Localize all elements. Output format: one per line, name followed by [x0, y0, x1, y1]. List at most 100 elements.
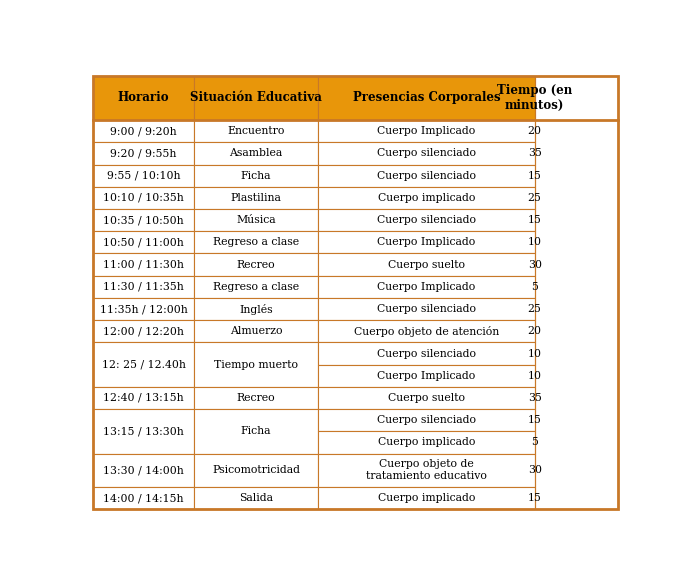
Bar — [194, 187, 318, 209]
Bar — [318, 453, 534, 487]
Bar — [318, 387, 534, 409]
Text: Cuerpo silenciado: Cuerpo silenciado — [377, 304, 476, 314]
Text: Cuerpo suelto: Cuerpo suelto — [388, 259, 465, 270]
Text: 9:20 / 9:55h: 9:20 / 9:55h — [110, 148, 177, 159]
Bar — [93, 187, 194, 209]
Bar — [93, 342, 194, 387]
Text: 11:35h / 12:00h: 11:35h / 12:00h — [100, 304, 187, 314]
Text: 15: 15 — [527, 171, 541, 181]
Bar — [194, 164, 318, 187]
Text: Cuerpo suelto: Cuerpo suelto — [388, 393, 465, 403]
Text: 20: 20 — [527, 126, 542, 136]
Text: Psicomotricidad: Psicomotricidad — [212, 466, 300, 475]
Bar — [93, 254, 194, 276]
Text: Ficha: Ficha — [241, 171, 271, 181]
Bar — [93, 409, 194, 453]
Text: 11:00 / 11:30h: 11:00 / 11:30h — [103, 259, 184, 270]
Text: Cuerpo silenciado: Cuerpo silenciado — [377, 171, 476, 181]
Text: Cuerpo silenciado: Cuerpo silenciado — [377, 349, 476, 358]
Bar — [93, 209, 194, 231]
Bar — [318, 231, 534, 254]
Text: Recreo: Recreo — [237, 259, 276, 270]
Text: 5: 5 — [531, 282, 538, 292]
Text: Regreso a clase: Regreso a clase — [213, 282, 299, 292]
Text: Cuerpo silenciado: Cuerpo silenciado — [377, 215, 476, 225]
Text: Cuerpo implicado: Cuerpo implicado — [378, 493, 475, 503]
Text: Tiempo (en
minutos): Tiempo (en minutos) — [497, 84, 573, 112]
Bar — [194, 254, 318, 276]
Text: 15: 15 — [527, 493, 541, 503]
Text: Plastilina: Plastilina — [230, 193, 282, 203]
Text: Recreo: Recreo — [237, 393, 276, 403]
Text: 35: 35 — [527, 393, 541, 403]
Text: 14:00 / 14:15h: 14:00 / 14:15h — [103, 493, 184, 503]
Text: Cuerpo implicado: Cuerpo implicado — [378, 438, 475, 448]
Bar — [93, 164, 194, 187]
Text: Cuerpo implicado: Cuerpo implicado — [378, 193, 475, 203]
Text: Música: Música — [236, 215, 276, 225]
Text: Cuerpo Implicado: Cuerpo Implicado — [378, 237, 475, 247]
Text: 15: 15 — [527, 415, 541, 425]
Bar — [93, 142, 194, 164]
Text: 10: 10 — [527, 237, 542, 247]
Text: Inglés: Inglés — [239, 303, 273, 314]
Text: 15: 15 — [527, 215, 541, 225]
Bar — [318, 254, 534, 276]
Bar — [93, 76, 194, 120]
Text: 12:00 / 12:20h: 12:00 / 12:20h — [103, 327, 184, 336]
Bar — [194, 231, 318, 254]
Bar — [318, 298, 534, 320]
Text: Situación Educativa: Situación Educativa — [190, 91, 322, 104]
Text: Encuentro: Encuentro — [228, 126, 285, 136]
Text: 13:30 / 14:00h: 13:30 / 14:00h — [103, 466, 184, 475]
Text: Ficha: Ficha — [241, 426, 271, 437]
Text: Salida: Salida — [239, 493, 273, 503]
Bar — [93, 298, 194, 320]
Text: 25: 25 — [527, 304, 541, 314]
Text: 9:55 / 10:10h: 9:55 / 10:10h — [107, 171, 180, 181]
Text: 30: 30 — [527, 259, 542, 270]
Bar — [194, 320, 318, 342]
Bar — [93, 487, 194, 509]
Bar — [194, 487, 318, 509]
Bar — [194, 120, 318, 142]
Bar — [93, 320, 194, 342]
Text: 11:30 / 11:35h: 11:30 / 11:35h — [103, 282, 184, 292]
Bar — [194, 409, 318, 453]
Bar — [318, 142, 534, 164]
Text: Presencias Corporales: Presencias Corporales — [353, 91, 500, 104]
Bar — [93, 120, 194, 142]
Text: Cuerpo Implicado: Cuerpo Implicado — [378, 126, 475, 136]
Bar — [194, 76, 318, 120]
Text: Asamblea: Asamblea — [230, 148, 282, 159]
Bar — [194, 276, 318, 298]
Bar — [93, 453, 194, 487]
Text: 30: 30 — [527, 466, 542, 475]
Bar — [318, 276, 534, 298]
Bar — [318, 164, 534, 187]
Text: Tiempo muerto: Tiempo muerto — [214, 360, 298, 369]
Text: Cuerpo objeto de
tratamiento educativo: Cuerpo objeto de tratamiento educativo — [366, 460, 487, 481]
Text: 12: 25 / 12.40h: 12: 25 / 12.40h — [101, 360, 185, 369]
Bar — [318, 487, 534, 509]
Text: Cuerpo Implicado: Cuerpo Implicado — [378, 282, 475, 292]
Text: 35: 35 — [527, 148, 541, 159]
Bar — [194, 342, 318, 387]
Bar — [318, 209, 534, 231]
Text: 9:00 / 9:20h: 9:00 / 9:20h — [110, 126, 177, 136]
Text: 5: 5 — [531, 438, 538, 448]
Text: Cuerpo silenciado: Cuerpo silenciado — [377, 415, 476, 425]
Bar — [318, 320, 534, 342]
Text: 25: 25 — [527, 193, 541, 203]
Bar — [318, 120, 534, 142]
Bar — [318, 76, 534, 120]
Bar — [93, 231, 194, 254]
Bar — [318, 365, 534, 387]
Bar — [93, 387, 194, 409]
Text: Horario: Horario — [118, 91, 169, 104]
Text: Almuerzo: Almuerzo — [230, 327, 282, 336]
Bar — [318, 187, 534, 209]
Text: 13:15 / 13:30h: 13:15 / 13:30h — [103, 426, 184, 437]
Bar — [194, 453, 318, 487]
Bar — [194, 209, 318, 231]
